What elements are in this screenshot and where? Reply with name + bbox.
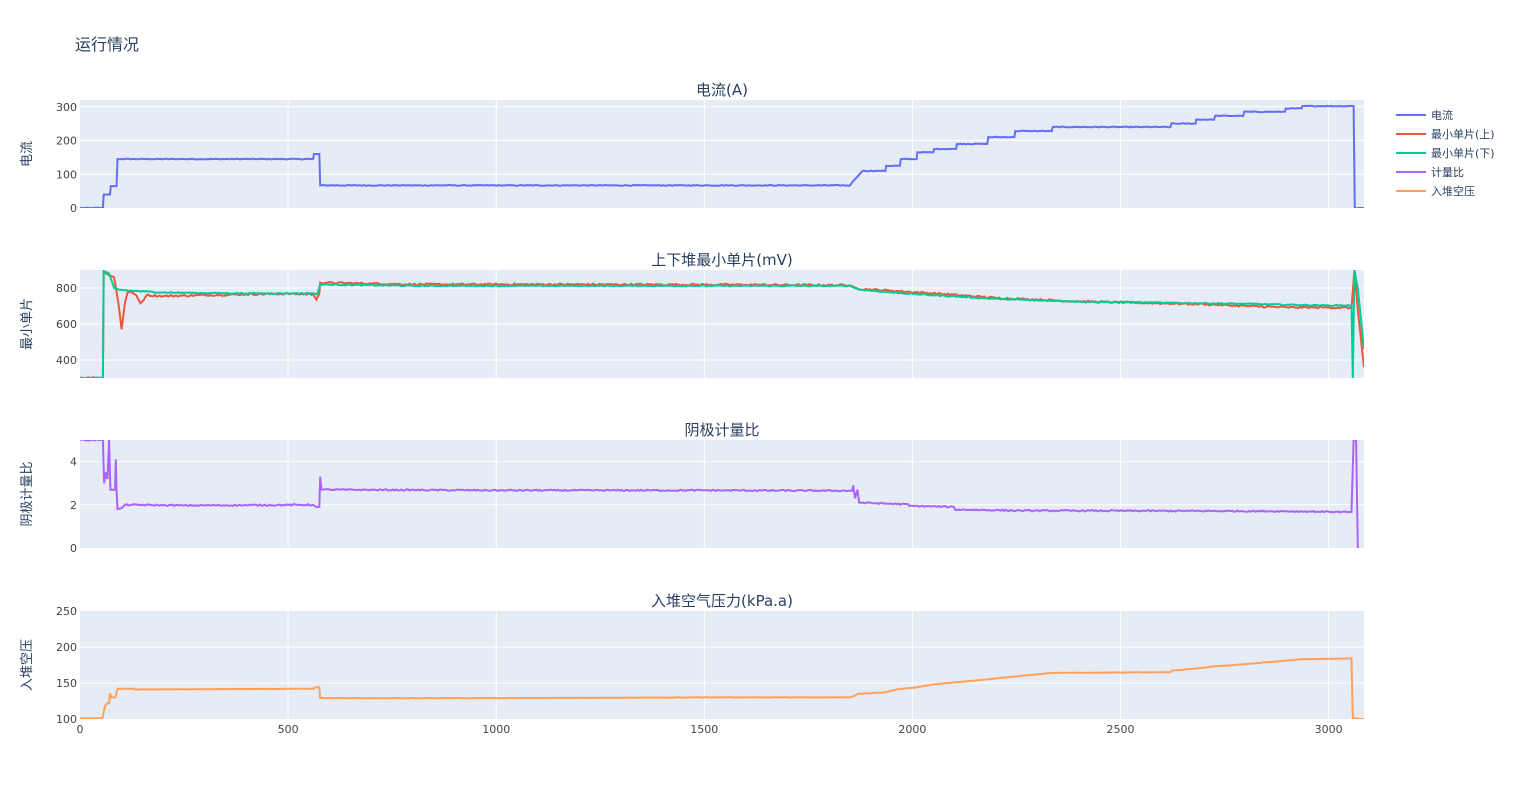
legend-label: 计量比 [1431, 166, 1464, 179]
legend-label: 电流 [1431, 108, 1453, 122]
y-tick-label: 200 [56, 641, 77, 654]
y-tick-label: 250 [56, 605, 77, 618]
y-tick-label: 600 [56, 318, 77, 331]
y-tick-label: 0 [70, 542, 77, 555]
legend-item[interactable]: 最小单片(上) [1396, 128, 1495, 141]
subplot-title: 阴极计量比 [684, 421, 759, 439]
series-line-3-1 [80, 440, 1359, 548]
legend-item[interactable]: 电流 [1396, 108, 1453, 122]
y-tick-label: 800 [56, 282, 77, 295]
y-axis-title: 阴极计量比 [20, 461, 35, 526]
y-tick-label: 0 [70, 202, 77, 215]
subplot-title: 上下堆最小单片(mV) [651, 251, 793, 269]
x-tick-label: 3000 [1315, 723, 1343, 736]
legend-item[interactable]: 最小单片(下) [1396, 147, 1495, 160]
y-tick-label: 200 [56, 135, 77, 148]
x-tick-label: 0 [77, 723, 84, 736]
plot-area [80, 611, 1364, 719]
x-axis: 0 500 1000 1500 2000 2500 3000 [77, 723, 1343, 736]
legend-label: 最小单片(上) [1431, 128, 1495, 141]
page-title: 运行情况 [75, 35, 139, 54]
plot-area [80, 440, 1364, 548]
y-tick-label: 4 [70, 456, 77, 469]
series-line-4-1 [80, 657, 1364, 719]
legend-label: 最小单片(下) [1431, 147, 1495, 160]
y-tick-label: 100 [56, 168, 77, 181]
panels-layer: 0 100 200 300 电流(A) 电流 400 600 800 上下堆最小单片(mV) 最小单… [20, 81, 1364, 726]
y-tick-label: 400 [56, 354, 77, 367]
x-tick-label: 2000 [898, 723, 926, 736]
y-axis-title: 电流 [20, 141, 35, 167]
subplot-title: 电流(A) [696, 81, 748, 99]
subplot-title: 入堆空气压力(kPa.a) [651, 592, 793, 610]
series-line-2-2 [80, 270, 1364, 378]
y-tick-label: 150 [56, 677, 77, 690]
legend-item[interactable]: 入堆空压 [1396, 184, 1475, 198]
y-axis-title: 最小单片 [20, 298, 35, 350]
series-line-1-1 [80, 104, 1364, 208]
y-tick-label: 100 [56, 713, 77, 726]
panel-1: 0 100 200 300 电流(A) 电流 [20, 81, 1364, 215]
panel-4: 100 150 200 250 入堆空气压力(kPa.a) 入堆空压 [20, 592, 1364, 726]
legend-item[interactable]: 计量比 [1396, 166, 1464, 179]
y-tick-label: 2 [70, 499, 77, 512]
x-tick-label: 500 [278, 723, 299, 736]
x-tick-label: 1000 [482, 723, 510, 736]
legend-label: 入堆空压 [1431, 184, 1475, 198]
x-tick-label: 2500 [1107, 723, 1135, 736]
y-tick-label: 300 [56, 101, 77, 114]
x-tick-label: 1500 [690, 723, 718, 736]
plot-area [80, 100, 1364, 208]
y-axis-title: 入堆空压 [20, 639, 35, 691]
panel-2: 400 600 800 上下堆最小单片(mV) 最小单片 [20, 251, 1364, 378]
